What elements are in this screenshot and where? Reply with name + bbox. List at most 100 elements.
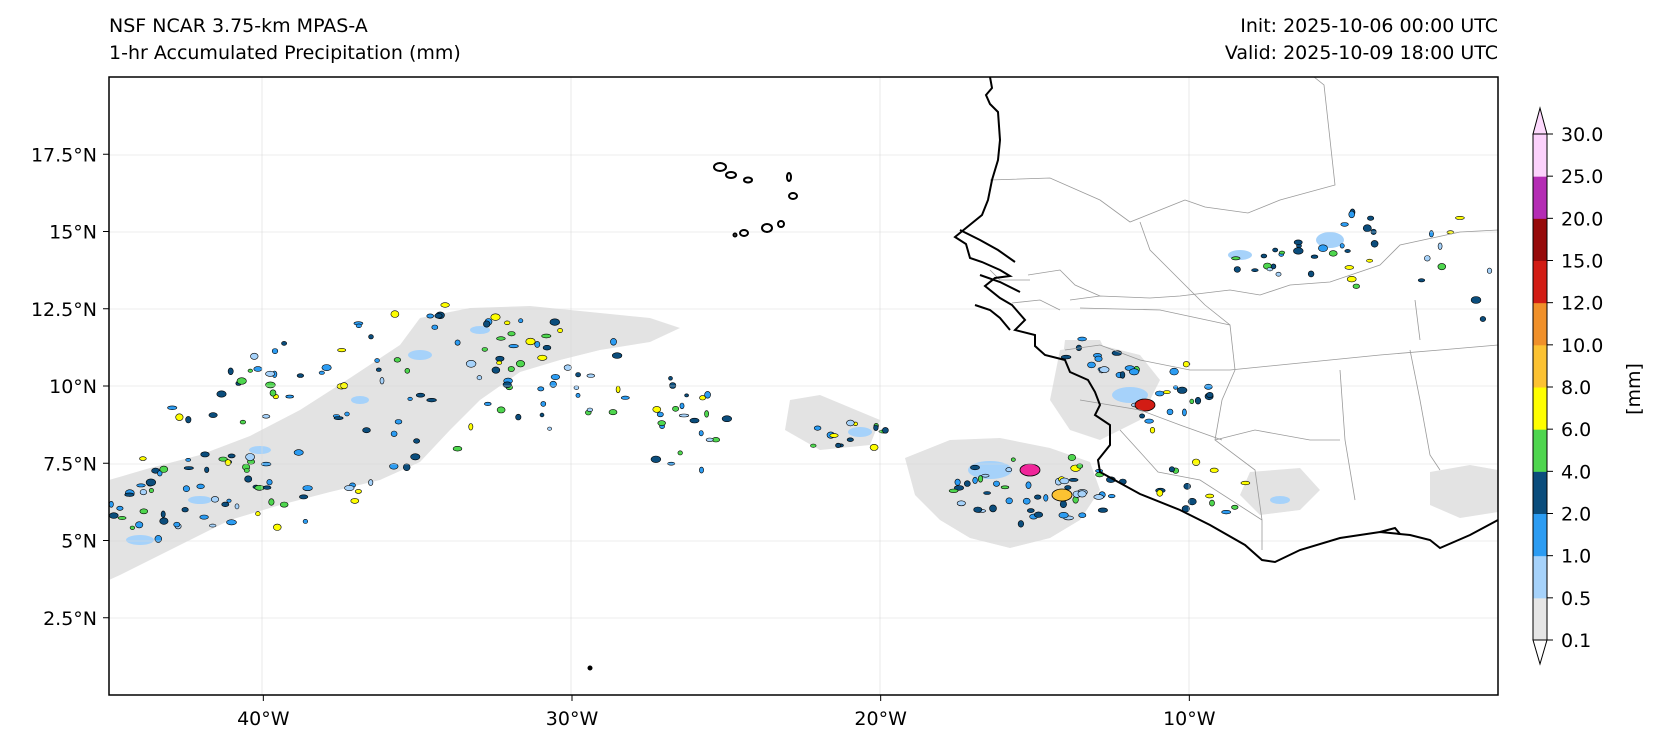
precip-cell bbox=[440, 302, 450, 308]
precip-cell bbox=[1059, 500, 1067, 509]
precip-cell bbox=[1272, 247, 1279, 253]
precip-cell bbox=[1025, 481, 1032, 489]
precip-cell bbox=[374, 358, 380, 363]
precip-cell bbox=[1437, 242, 1443, 250]
precip-cell bbox=[1206, 391, 1214, 398]
precip-cell bbox=[124, 492, 135, 497]
precip-cell bbox=[293, 449, 304, 456]
precip-cell bbox=[575, 392, 581, 398]
precip-cell bbox=[426, 398, 437, 403]
precip-cell bbox=[390, 430, 398, 437]
precip-cell bbox=[652, 406, 662, 413]
precip-cell bbox=[221, 501, 230, 508]
precip-cell bbox=[1168, 466, 1175, 473]
precip-cell bbox=[1067, 454, 1076, 461]
precip-cell bbox=[515, 360, 525, 368]
precip-cell bbox=[1204, 383, 1213, 390]
precip-cell bbox=[657, 420, 666, 426]
precip-cell bbox=[1076, 463, 1084, 469]
precip-cell bbox=[160, 510, 166, 518]
precip-cell bbox=[672, 405, 679, 412]
precip-cell bbox=[1059, 477, 1070, 485]
precip-cell bbox=[1293, 247, 1304, 255]
colorbar-tick-label: 0.5 bbox=[1561, 588, 1591, 610]
precip-cell bbox=[1027, 508, 1035, 513]
precip-cell bbox=[1318, 244, 1328, 252]
precip-cell bbox=[269, 389, 277, 397]
precip-cell bbox=[1005, 497, 1013, 505]
colorbar-tick-label: 15.0 bbox=[1561, 251, 1603, 273]
colorbar-tick-label: 1.0 bbox=[1561, 546, 1591, 568]
precip-cell bbox=[496, 406, 506, 414]
precip-cell bbox=[465, 359, 477, 368]
precip-cell bbox=[983, 491, 991, 495]
precip-cell bbox=[1183, 482, 1191, 490]
precip-cell bbox=[135, 521, 144, 529]
precip-cell bbox=[704, 391, 711, 399]
precip-cell bbox=[175, 413, 184, 421]
precip-cell bbox=[1155, 390, 1165, 397]
chart-header-left: NSF NCAR 3.75-km MPAS-A 1-hr Accumulated… bbox=[109, 13, 461, 67]
lat-tick-label: 5°N bbox=[61, 531, 97, 553]
colorbar-segment bbox=[1533, 555, 1547, 599]
precip-cell bbox=[1078, 512, 1087, 518]
precip-cell bbox=[368, 479, 374, 486]
precip-cell bbox=[650, 455, 662, 463]
precip-cell bbox=[993, 480, 1000, 487]
precip-cell bbox=[236, 377, 247, 385]
precip-cell bbox=[963, 480, 971, 487]
precip-cell bbox=[873, 424, 879, 431]
precip-cell bbox=[1260, 253, 1268, 259]
precip-cell bbox=[1182, 408, 1187, 417]
precip-cell bbox=[1424, 255, 1431, 262]
precip-cell bbox=[1348, 210, 1355, 219]
precip-cell bbox=[390, 310, 400, 318]
precip-cell bbox=[183, 466, 194, 471]
precip-cell bbox=[586, 373, 595, 378]
precip-cell bbox=[1231, 256, 1241, 261]
precip-cell bbox=[677, 450, 683, 456]
precip-cell bbox=[1344, 249, 1351, 253]
precip-cell bbox=[1366, 258, 1373, 263]
precip-cell bbox=[496, 336, 506, 341]
precip-cell bbox=[254, 484, 265, 491]
precip-cell bbox=[1191, 458, 1201, 466]
precip-cell bbox=[539, 412, 545, 418]
precip-cell bbox=[266, 479, 273, 486]
precip-cell bbox=[537, 354, 548, 361]
precip-cell bbox=[704, 410, 709, 418]
precip-cell bbox=[1417, 278, 1426, 283]
precip-cell bbox=[136, 483, 146, 488]
precip-cell bbox=[1270, 263, 1277, 270]
precip-cell bbox=[1209, 499, 1215, 507]
precip-cell bbox=[1233, 266, 1241, 273]
precip-cell bbox=[1194, 397, 1202, 405]
precip-cell bbox=[139, 456, 147, 461]
precip-cell bbox=[1231, 504, 1239, 510]
precip-cell bbox=[476, 375, 483, 381]
init-time: Init: 2025-10-06 00:00 UTC bbox=[1240, 15, 1498, 37]
precip-cell bbox=[882, 427, 889, 434]
precip-cell bbox=[1346, 276, 1357, 283]
precip-cell bbox=[185, 416, 192, 424]
precip-cell bbox=[586, 407, 594, 412]
colorbar-tick-label: 30.0 bbox=[1561, 124, 1603, 146]
precip-cell bbox=[1144, 418, 1154, 424]
precip-cell bbox=[1077, 336, 1087, 342]
precip-cell bbox=[1340, 222, 1349, 227]
precip-cell bbox=[1367, 215, 1375, 221]
precip-cell bbox=[344, 485, 355, 491]
precip-cell bbox=[1010, 457, 1016, 462]
precip-cell bbox=[549, 380, 557, 388]
precip-cell bbox=[234, 503, 240, 510]
precip-cell bbox=[491, 366, 501, 374]
precip-cell bbox=[354, 489, 362, 494]
precip-cell bbox=[181, 507, 189, 513]
precip-cell bbox=[1077, 490, 1087, 498]
precip-cell bbox=[226, 498, 232, 503]
precip-cell bbox=[410, 453, 421, 461]
precip-cell bbox=[1362, 224, 1372, 232]
lon-tick-label: 20°W bbox=[854, 708, 907, 730]
precip-cell bbox=[239, 419, 246, 425]
